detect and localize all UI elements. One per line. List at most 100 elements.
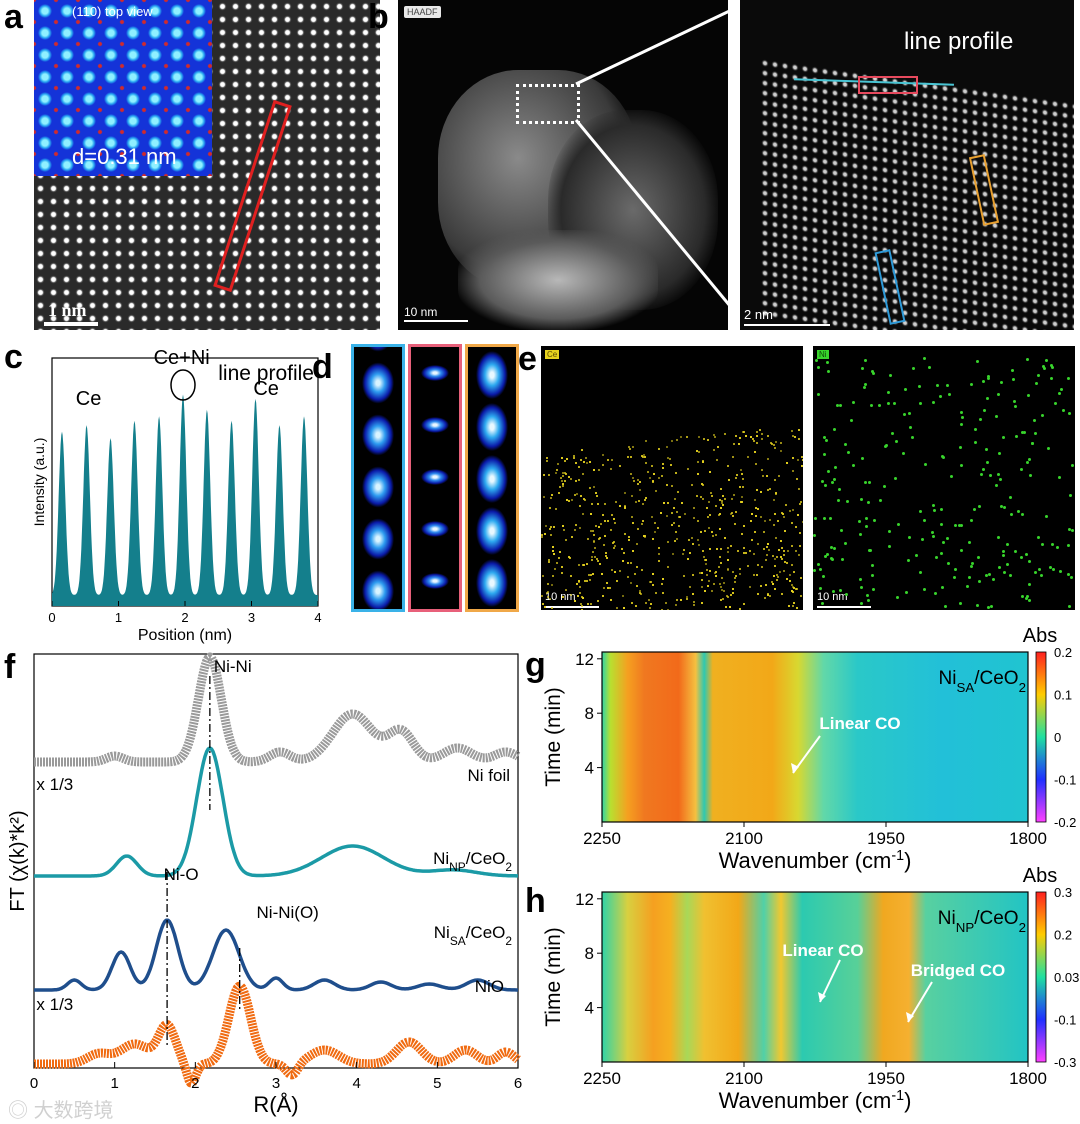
ce-signal-dot (592, 485, 595, 488)
ce-signal-dot (790, 430, 793, 433)
heatmap-h-annot: Linear CO (782, 941, 863, 960)
chart-line-profile: 0 1 2 3 4 Position (nm) Intensity (a.u.) line p… (31, 347, 322, 644)
ce-signal-dot (723, 536, 726, 539)
heatmap-g-ylabel: Time (min) (542, 687, 565, 787)
ce-signal-dot (730, 545, 733, 547)
ce-signal-dot (644, 499, 647, 502)
heatmap-h-colorbar-tick: 0.2 (1054, 928, 1072, 943)
ce-signal-dot (724, 433, 727, 436)
ni-signal-dot (845, 500, 849, 504)
ce-signal-dot (726, 559, 729, 562)
ce-signal-dot (566, 498, 569, 501)
chart-f-scale-foil: x 1/3 (36, 775, 73, 794)
ni-signal-dot (1025, 596, 1029, 600)
ce-signal-dot (579, 603, 582, 606)
ni-signal-dot (978, 579, 982, 583)
ni-signal-dot (946, 537, 949, 541)
ce-signal-dot (778, 549, 780, 552)
ce-signal-dot (647, 471, 650, 473)
exafs-series-line (33, 918, 519, 992)
chart-f-label-np: NiNP/CeO2 (433, 849, 512, 874)
ce-signal-dot (568, 475, 570, 478)
ce-signal-dot (728, 606, 731, 609)
ni-signal-dot (982, 379, 986, 383)
ce-signal-dot (751, 512, 754, 515)
ni-signal-dot (877, 403, 881, 407)
panel-label-b: b (368, 0, 389, 36)
heatmap-g-colorbar-title: Abs (1023, 625, 1057, 647)
ni-signal-dot (1070, 463, 1074, 467)
ni-signal-dot (947, 392, 951, 396)
ce-signal-dot (558, 485, 561, 488)
chart-c-xtick-label: 0 (48, 610, 55, 625)
ni-signal-dot (873, 518, 876, 522)
ni-signal-dot (914, 554, 918, 558)
ce-signal-dot (797, 488, 800, 491)
ni-signal-dot (830, 557, 834, 561)
ce-signal-dot (771, 443, 774, 446)
ce-signal-dot (607, 587, 610, 589)
ni-signal-dot (995, 484, 998, 488)
ce-signal-dot (706, 585, 709, 588)
ni-signal-dot (982, 408, 986, 412)
heatmap-g-annot: Linear CO (819, 714, 900, 733)
ce-signal-dot (705, 506, 708, 509)
ce-signal-dot (628, 447, 631, 450)
ce-signal-dot (595, 525, 598, 528)
ce-signal-dot (791, 522, 794, 525)
ce-signal-dot (697, 461, 700, 464)
ni-signal-dot (851, 401, 855, 405)
ni-signal-dot (968, 575, 972, 579)
ce-signal-dot (773, 524, 776, 527)
ce-signal-dot (738, 568, 741, 571)
map-ce-label: Ce (545, 350, 560, 359)
ce-signal-dot (563, 480, 566, 482)
ce-signal-dot (613, 522, 616, 525)
ce-signal-dot (738, 607, 741, 610)
ce-signal-dot (742, 551, 745, 554)
ce-signal-dot (660, 512, 662, 515)
heatmap-h-field (602, 892, 1028, 1062)
ce-signal-dot (792, 591, 795, 594)
ce-signal-dot (796, 477, 799, 480)
ce-signal-dot (662, 577, 665, 580)
ce-signal-dot (566, 458, 569, 461)
ce-signal-dot (731, 571, 734, 574)
ni-signal-dot (984, 447, 988, 451)
ce-signal-dot (793, 571, 796, 574)
ce-signal-dot (654, 490, 657, 493)
ce-signal-dot (624, 507, 627, 510)
ce-signal-dot (561, 484, 564, 487)
ni-signal-dot (1044, 515, 1048, 519)
heatmap-g-colorbar (1035, 651, 1047, 823)
ce-signal-dot (661, 583, 663, 586)
ce-signal-dot (610, 568, 613, 571)
ni-signal-dot (969, 564, 973, 568)
ni-signal-dot (867, 481, 871, 485)
ni-signal-dot (813, 516, 817, 520)
ce-signal-dot (672, 507, 675, 510)
ce-signal-dot (610, 459, 613, 462)
ce-signal-dot (615, 606, 618, 609)
chart-f-annot-nio: Ni-O (164, 865, 199, 884)
ce-signal-dot (780, 539, 783, 542)
ce-signal-dot (799, 576, 802, 579)
ce-signal-dot (574, 480, 577, 483)
ni-signal-dot (864, 517, 868, 520)
ce-signal-dot (735, 435, 738, 438)
ce-signal-dot (713, 582, 716, 585)
ce-signal-dot (671, 553, 674, 556)
ce-signal-dot (730, 512, 732, 515)
ni-signal-dot (1002, 571, 1006, 575)
ce-signal-dot (773, 574, 776, 577)
scale-bar-b-right (744, 324, 830, 326)
ni-signal-dot (939, 395, 943, 399)
ce-signal-dot (703, 530, 706, 533)
ce-signal-dot (541, 533, 544, 536)
chart-c-xlabel: Position (nm) (138, 627, 232, 644)
ce-signal-dot (634, 573, 637, 576)
ce-signal-dot (731, 498, 733, 500)
ce-signal-dot (589, 487, 591, 490)
ce-signal-dot (785, 577, 788, 580)
ni-signal-dot (887, 402, 891, 405)
